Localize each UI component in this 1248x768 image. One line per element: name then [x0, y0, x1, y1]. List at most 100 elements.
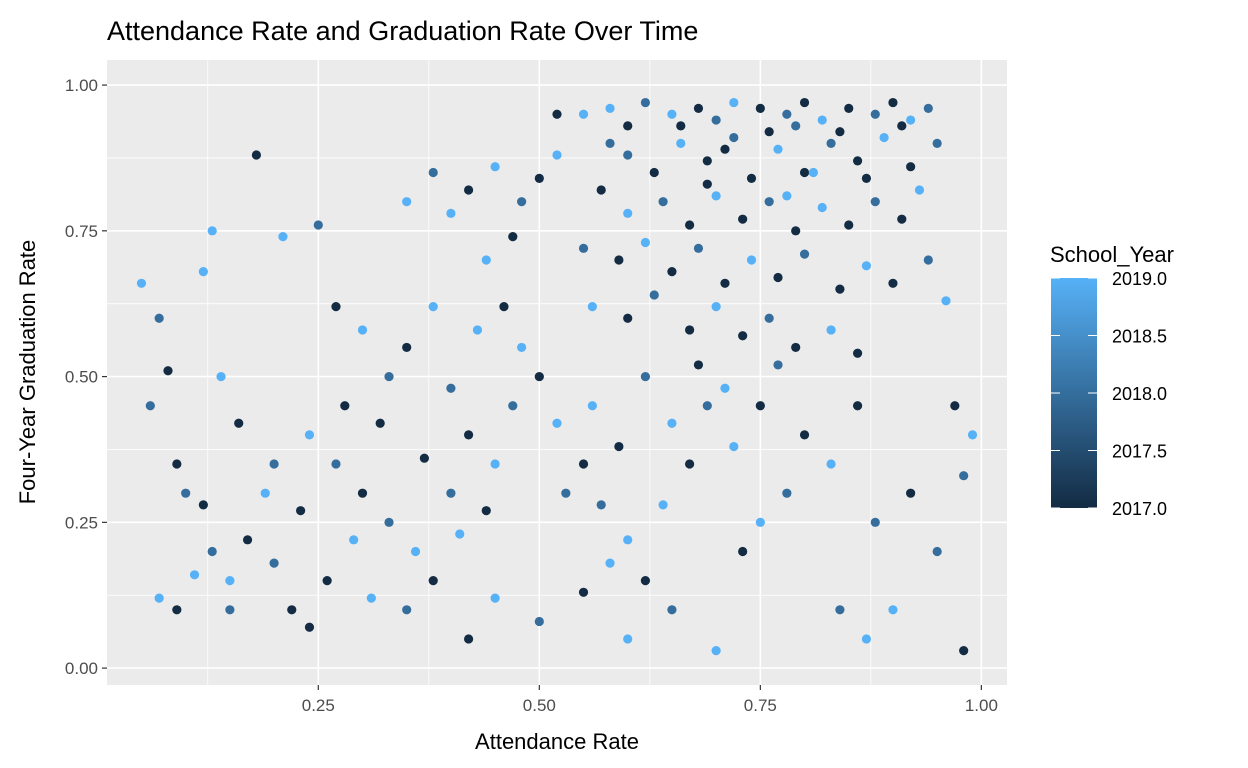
legend-tick-label: 2017.0 — [1112, 499, 1167, 519]
data-point — [844, 103, 854, 113]
data-point — [667, 109, 677, 119]
data-point — [932, 138, 942, 148]
data-point — [702, 156, 712, 166]
data-point — [888, 278, 898, 288]
data-point — [605, 103, 615, 113]
data-point — [676, 138, 686, 148]
data-point — [870, 197, 880, 207]
data-point — [446, 383, 456, 393]
x-tick-label: 0.50 — [523, 696, 556, 715]
data-point — [685, 459, 695, 469]
data-point — [640, 237, 651, 248]
y-axis-label: Four-Year Graduation Rate — [15, 240, 40, 505]
data-point — [446, 488, 456, 498]
data-point — [304, 430, 315, 440]
data-point — [835, 127, 845, 137]
data-point — [906, 115, 916, 125]
data-point — [154, 313, 164, 323]
data-point — [463, 634, 474, 644]
data-point — [605, 558, 615, 568]
data-point — [587, 401, 597, 411]
data-point — [357, 488, 368, 498]
data-point — [402, 342, 412, 353]
data-point — [897, 214, 907, 224]
y-tick-label: 0.50 — [65, 368, 98, 387]
data-point — [242, 535, 253, 545]
legend-title: School_Year — [1050, 242, 1174, 267]
data-point — [835, 605, 845, 615]
data-point — [517, 342, 527, 353]
data-point — [181, 488, 191, 498]
data-point — [596, 185, 606, 195]
data-point — [649, 167, 659, 178]
data-point — [791, 342, 801, 353]
data-point — [685, 325, 695, 335]
data-point — [658, 500, 668, 510]
data-point — [764, 313, 774, 323]
chart-title: Attendance Rate and Graduation Rate Over… — [107, 16, 698, 46]
data-point — [357, 325, 368, 335]
data-point — [720, 278, 730, 288]
data-point — [906, 162, 916, 172]
data-point — [455, 529, 465, 539]
data-point — [225, 576, 235, 586]
data-point — [729, 97, 739, 108]
data-point — [578, 459, 589, 469]
data-point — [702, 401, 712, 411]
data-point — [791, 226, 801, 236]
data-point — [640, 576, 651, 586]
data-point — [463, 430, 474, 440]
data-point — [649, 290, 659, 300]
data-point — [384, 517, 394, 527]
data-point — [826, 459, 836, 469]
data-point — [711, 115, 721, 125]
data-point — [826, 138, 836, 148]
data-point — [207, 226, 217, 236]
data-point — [817, 202, 827, 213]
data-point — [923, 255, 933, 265]
y-tick-label: 0.25 — [65, 513, 98, 532]
data-point — [755, 401, 765, 411]
data-point — [331, 302, 341, 312]
data-point — [490, 459, 500, 469]
data-point — [817, 115, 827, 125]
y-tick-label: 0.00 — [65, 659, 98, 678]
x-tick-label: 1.00 — [965, 696, 998, 715]
data-point — [623, 121, 633, 131]
data-point — [676, 121, 686, 131]
data-point — [578, 243, 589, 253]
data-point — [623, 150, 633, 160]
data-point — [366, 593, 376, 603]
data-point — [791, 121, 801, 131]
data-point — [932, 546, 942, 557]
data-point — [844, 220, 854, 230]
data-point — [906, 488, 916, 498]
data-point — [331, 459, 341, 469]
data-point — [888, 97, 898, 108]
data-point — [773, 360, 783, 370]
data-point — [640, 371, 651, 382]
data-point — [693, 103, 704, 113]
data-point — [322, 576, 332, 586]
data-point — [959, 646, 969, 656]
data-point — [534, 173, 544, 183]
data-point — [914, 185, 925, 195]
data-point — [799, 249, 810, 259]
data-point — [508, 401, 518, 411]
data-point — [711, 302, 721, 312]
data-point — [605, 138, 615, 148]
x-tick-label: 0.25 — [302, 696, 335, 715]
data-point — [808, 167, 818, 178]
data-point — [667, 267, 677, 277]
data-point — [967, 430, 978, 440]
y-tick-label: 1.00 — [65, 76, 98, 95]
x-axis-label: Attendance Rate — [475, 729, 639, 754]
data-point — [340, 401, 350, 411]
data-point — [578, 109, 589, 119]
data-point — [623, 535, 633, 545]
data-point — [870, 517, 880, 527]
data-point — [463, 185, 474, 195]
data-point — [941, 296, 951, 306]
data-point — [950, 401, 960, 411]
data-point — [207, 546, 217, 557]
